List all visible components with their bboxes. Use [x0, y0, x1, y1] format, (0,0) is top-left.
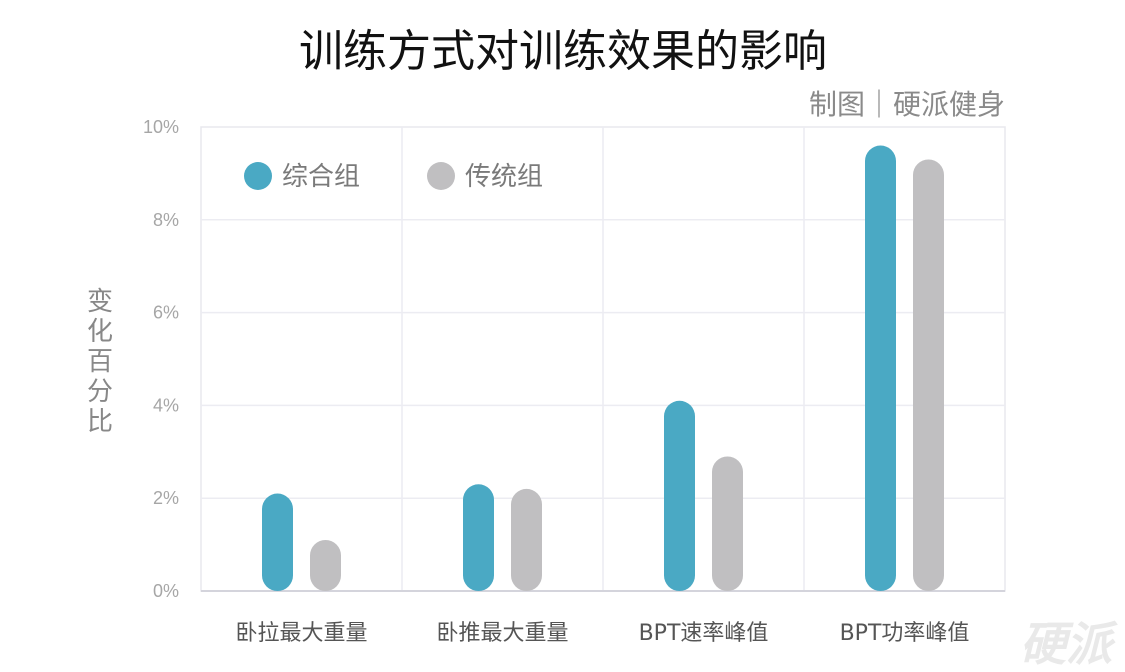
- legend-label: 综合组: [282, 162, 360, 192]
- y-axis-label-char: 化: [87, 317, 113, 347]
- legend-label: 传统组: [465, 162, 543, 192]
- bars: [262, 145, 944, 592]
- bar-series1: [865, 145, 896, 591]
- legend: 综合组 传统组: [244, 162, 543, 192]
- y-axis-label-char: 比: [87, 407, 113, 437]
- legend-marker: [244, 162, 272, 190]
- y-tick-label: 0%: [153, 581, 179, 601]
- x-category-label: 卧推最大重量: [436, 621, 568, 646]
- y-axis-label-char: 变: [87, 287, 113, 317]
- y-tick-label: 10%: [143, 117, 179, 137]
- y-tick-label: 2%: [153, 488, 179, 508]
- chart-title: 训练方式对训练效果的影响: [299, 26, 827, 77]
- x-category-label: 卧拉最大重量: [235, 621, 367, 646]
- x-axis-labels: 卧拉最大重量 卧推最大重量 BPT速率峰值 BPT功率峰值: [235, 621, 969, 646]
- y-axis-label-char: 百: [87, 347, 113, 377]
- x-category-label: BPT功率峰值: [840, 621, 970, 646]
- y-tick-label: 4%: [153, 395, 179, 415]
- x-category-label: BPT速率峰值: [639, 621, 769, 646]
- watermark: 硬派: [1020, 617, 1118, 671]
- y-tick-label: 6%: [153, 303, 179, 323]
- bar-series2: [712, 456, 743, 591]
- bar-series2: [913, 159, 944, 592]
- bar-series1: [664, 400, 695, 591]
- bar-series1: [262, 493, 293, 591]
- y-axis-label-char: 分: [87, 377, 113, 407]
- y-axis-ticks: 0% 2% 4% 6% 8% 10%: [143, 117, 179, 601]
- bar-series2: [310, 539, 341, 591]
- chart-credit: 制图｜硬派健身: [809, 88, 1005, 121]
- legend-marker: [427, 162, 455, 190]
- bar-series1: [463, 484, 494, 591]
- bar-series2: [511, 488, 542, 591]
- y-tick-label: 8%: [153, 210, 179, 230]
